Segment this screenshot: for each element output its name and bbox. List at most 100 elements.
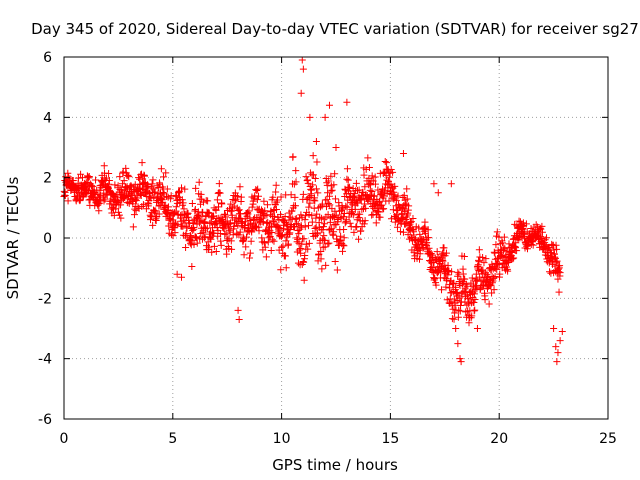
data-point bbox=[309, 171, 317, 179]
data-point bbox=[61, 192, 69, 200]
data-point bbox=[264, 238, 272, 246]
data-point bbox=[434, 189, 442, 197]
data-point bbox=[210, 242, 218, 250]
data-point bbox=[468, 274, 476, 282]
data-point bbox=[352, 223, 360, 231]
data-point bbox=[284, 240, 292, 248]
data-point bbox=[127, 182, 135, 190]
data-point bbox=[301, 223, 309, 231]
data-point bbox=[439, 257, 447, 265]
data-point bbox=[449, 305, 457, 313]
data-point bbox=[450, 315, 458, 323]
data-point bbox=[357, 227, 365, 235]
data-point bbox=[164, 203, 172, 211]
data-point bbox=[306, 199, 314, 207]
data-point bbox=[303, 176, 311, 184]
data-point bbox=[475, 256, 483, 264]
data-point bbox=[121, 193, 129, 201]
data-point bbox=[217, 241, 225, 249]
data-point bbox=[371, 180, 379, 188]
data-point bbox=[260, 239, 268, 247]
data-point bbox=[308, 218, 316, 226]
data-point bbox=[444, 262, 452, 270]
x-tick-label: 20 bbox=[490, 431, 508, 447]
data-point bbox=[149, 176, 157, 184]
data-point bbox=[295, 246, 303, 254]
data-point bbox=[355, 235, 363, 243]
data-point bbox=[160, 173, 168, 181]
data-point bbox=[105, 170, 113, 178]
x-axis-label: GPS time / hours bbox=[272, 456, 398, 474]
data-point bbox=[492, 264, 500, 272]
data-point bbox=[448, 315, 456, 323]
data-point bbox=[463, 282, 471, 290]
data-point bbox=[212, 206, 220, 214]
y-tick-label: 0 bbox=[43, 231, 52, 247]
data-point bbox=[331, 257, 339, 265]
data-point bbox=[529, 241, 537, 249]
data-point bbox=[339, 247, 347, 255]
data-point bbox=[314, 189, 322, 197]
data-point bbox=[343, 203, 351, 211]
data-point bbox=[125, 173, 133, 181]
data-point bbox=[244, 210, 252, 218]
data-point bbox=[85, 172, 93, 180]
data-point bbox=[354, 199, 362, 207]
data-point bbox=[343, 165, 351, 173]
data-point bbox=[231, 197, 239, 205]
data-point bbox=[182, 230, 190, 238]
data-point bbox=[356, 210, 364, 218]
data-point bbox=[173, 270, 181, 278]
data-point bbox=[346, 219, 354, 227]
data-point bbox=[105, 176, 113, 184]
data-point bbox=[287, 191, 295, 199]
data-point bbox=[321, 113, 329, 121]
data-point bbox=[227, 207, 235, 215]
y-tick-label: -4 bbox=[38, 352, 52, 368]
data-point bbox=[475, 246, 483, 254]
data-point bbox=[343, 175, 351, 183]
data-point bbox=[255, 227, 263, 235]
data-point bbox=[324, 211, 332, 219]
data-point bbox=[498, 251, 506, 259]
data-point bbox=[345, 184, 353, 192]
data-point bbox=[234, 192, 242, 200]
data-point bbox=[264, 218, 272, 226]
data-point bbox=[313, 158, 321, 166]
data-point bbox=[300, 235, 308, 243]
data-point bbox=[452, 325, 460, 332]
data-point bbox=[155, 184, 163, 192]
data-point bbox=[432, 281, 440, 289]
data-point bbox=[278, 231, 286, 239]
data-point bbox=[473, 325, 481, 332]
data-point bbox=[227, 237, 235, 245]
data-point bbox=[470, 307, 478, 315]
data-point bbox=[119, 194, 127, 202]
data-point bbox=[263, 201, 271, 209]
data-point bbox=[254, 192, 262, 200]
data-point bbox=[292, 167, 300, 175]
data-point bbox=[327, 172, 335, 180]
data-point bbox=[438, 256, 446, 264]
data-point bbox=[78, 174, 86, 182]
data-point bbox=[232, 195, 240, 203]
data-point bbox=[361, 217, 369, 225]
data-point bbox=[410, 231, 418, 239]
data-point bbox=[208, 248, 216, 256]
data-point bbox=[240, 251, 248, 259]
data-point bbox=[261, 243, 269, 251]
data-point bbox=[351, 205, 359, 213]
data-point bbox=[122, 164, 130, 172]
data-point bbox=[438, 286, 446, 294]
data-point bbox=[364, 154, 372, 162]
data-point bbox=[217, 214, 225, 222]
data-point bbox=[427, 249, 435, 257]
axis-ticks bbox=[63, 56, 609, 420]
data-point bbox=[421, 229, 429, 237]
data-point bbox=[193, 239, 201, 247]
data-point bbox=[305, 222, 313, 230]
data-point bbox=[112, 205, 120, 213]
data-point bbox=[398, 211, 406, 219]
data-point bbox=[389, 168, 397, 176]
data-point bbox=[380, 205, 388, 213]
